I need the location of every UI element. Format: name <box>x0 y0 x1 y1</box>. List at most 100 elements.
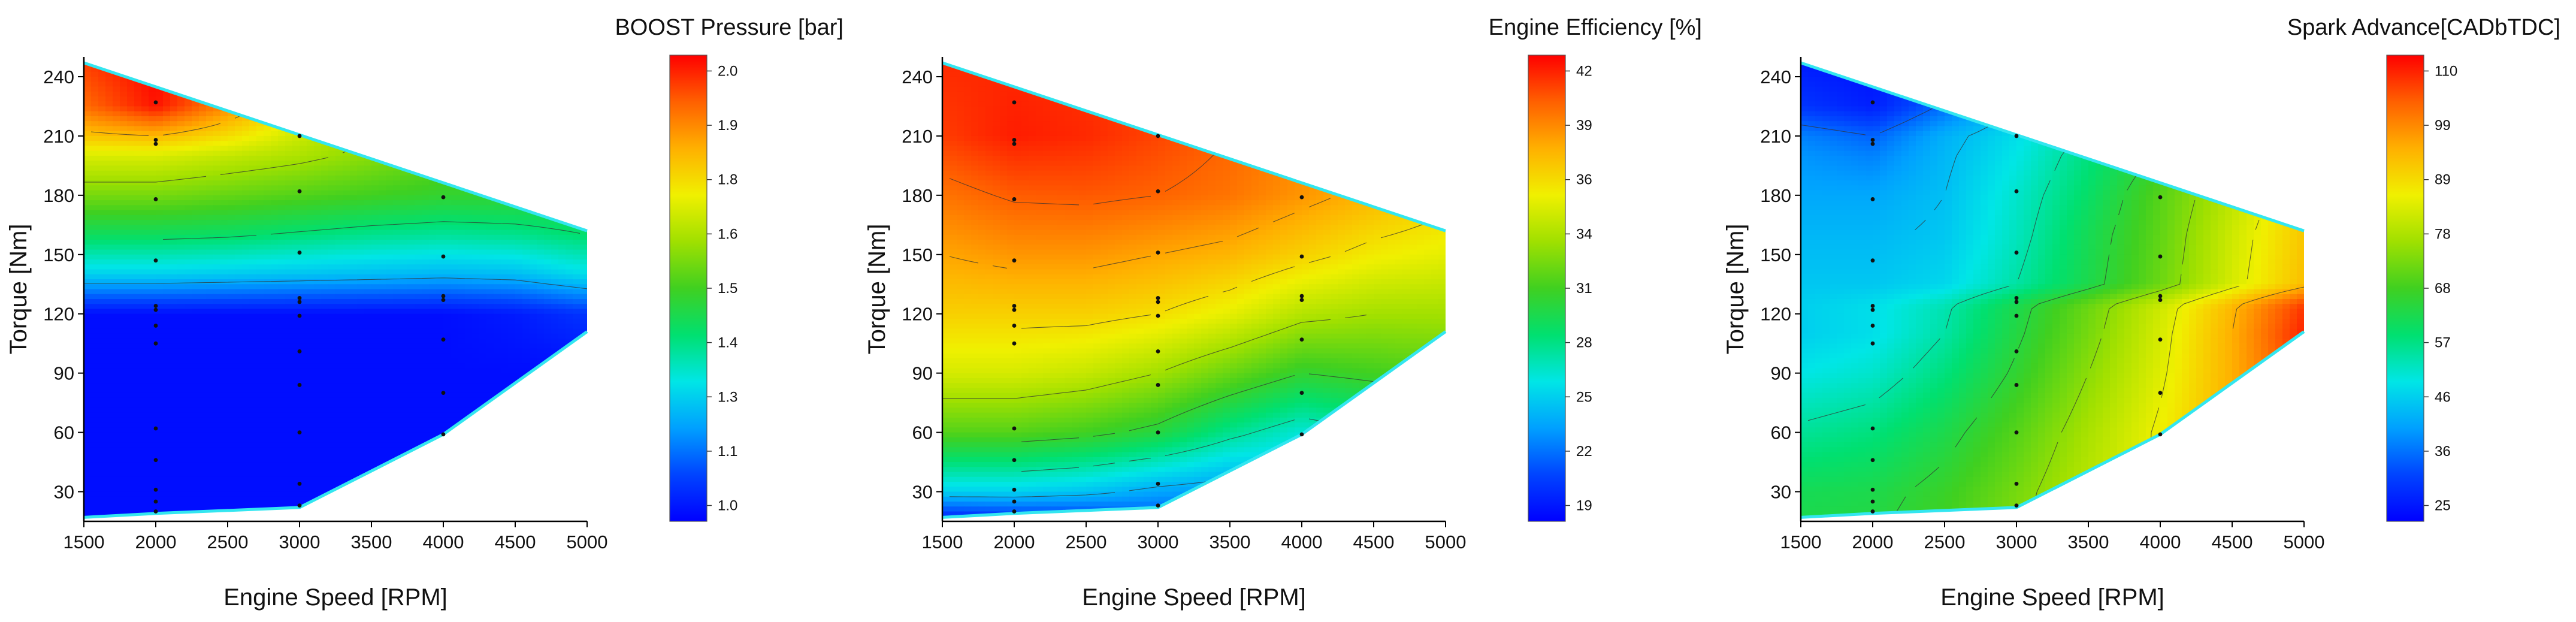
field-cell <box>458 210 465 216</box>
field-cell <box>278 264 286 270</box>
field-cell <box>213 324 221 329</box>
field-cell <box>400 304 408 309</box>
field-cell <box>120 314 128 319</box>
field-cell <box>530 156 537 161</box>
field-cell <box>120 165 128 171</box>
field-cell <box>508 244 516 250</box>
field-cell <box>228 284 235 289</box>
field-cell <box>350 77 358 82</box>
field-cell <box>422 131 430 137</box>
field-cell <box>235 96 243 102</box>
field-cell <box>156 225 164 230</box>
field-cell <box>127 111 135 117</box>
field-cell <box>192 86 199 92</box>
field-cell <box>443 210 451 216</box>
field-cell <box>465 309 473 314</box>
field-cell <box>357 348 365 354</box>
field-cell <box>407 225 415 230</box>
field-cell <box>264 354 271 359</box>
field-cell <box>235 72 243 77</box>
field-cell <box>149 106 156 111</box>
field-cell <box>357 185 365 191</box>
field-cell <box>185 220 192 225</box>
field-cell <box>357 398 365 403</box>
field-cell <box>98 393 106 398</box>
field-cell <box>494 156 501 161</box>
field-cell <box>508 156 516 161</box>
field-cell <box>235 250 243 255</box>
field-cell <box>415 328 422 334</box>
field-cell <box>580 324 588 329</box>
field-cell <box>566 398 573 403</box>
field-cell <box>170 62 178 67</box>
field-cell <box>285 274 293 280</box>
field-cell <box>407 96 415 102</box>
field-cell <box>458 235 465 240</box>
field-cell <box>522 334 530 339</box>
field-cell <box>113 171 120 176</box>
field-cell <box>235 314 243 319</box>
field-cell <box>522 240 530 245</box>
field-cell <box>271 92 279 97</box>
field-cell <box>429 205 437 210</box>
field-cell <box>573 378 580 384</box>
field-cell <box>479 67 487 72</box>
field-cell <box>522 171 530 176</box>
field-cell <box>407 67 415 72</box>
field-cell <box>264 225 271 230</box>
field-cell <box>522 81 530 87</box>
field-cell <box>486 244 494 250</box>
field-cell <box>256 146 264 151</box>
field-cell <box>292 200 300 206</box>
field-cell <box>458 141 465 146</box>
field-cell <box>235 393 243 398</box>
field-cell <box>220 299 228 304</box>
field-cell <box>120 111 128 117</box>
field-cell <box>292 328 300 334</box>
field-cell <box>134 235 142 240</box>
field-cell <box>149 131 156 137</box>
field-cell <box>249 156 257 161</box>
field-cell <box>314 57 322 62</box>
field-cell <box>321 205 329 210</box>
field-cell <box>400 116 408 122</box>
field-cell <box>256 230 264 235</box>
field-cell <box>105 348 113 354</box>
field-cell <box>508 314 516 319</box>
field-cell <box>580 200 588 206</box>
field-cell <box>350 334 358 339</box>
field-cell <box>343 284 350 289</box>
field-cell <box>278 403 286 408</box>
field-cell <box>522 195 530 201</box>
field-cell <box>544 319 552 324</box>
field-cell <box>458 136 465 141</box>
field-cell <box>127 240 135 245</box>
field-cell <box>321 57 329 62</box>
field-cell <box>429 165 437 171</box>
field-cell <box>249 264 257 270</box>
field-cell <box>422 180 430 186</box>
field-cell <box>393 304 401 309</box>
field-cell <box>537 289 545 295</box>
field-cell <box>522 343 530 349</box>
field-cell <box>256 165 264 171</box>
field-cell <box>192 156 199 161</box>
field-cell <box>537 67 545 72</box>
field-cell <box>544 176 552 181</box>
field-cell <box>429 324 437 329</box>
field-cell <box>185 72 192 77</box>
field-cell <box>249 289 257 295</box>
field-cell <box>551 363 559 369</box>
field-cell <box>199 171 207 176</box>
field-cell <box>486 116 494 122</box>
field-cell <box>566 299 573 304</box>
field-cell <box>551 121 559 126</box>
field-cell <box>436 264 444 270</box>
field-cell <box>451 244 458 250</box>
field-cell <box>566 388 573 393</box>
field-cell <box>386 111 394 117</box>
field-cell <box>508 294 516 300</box>
field-cell <box>357 180 365 186</box>
field-cell <box>472 328 480 334</box>
field-cell <box>494 250 501 255</box>
